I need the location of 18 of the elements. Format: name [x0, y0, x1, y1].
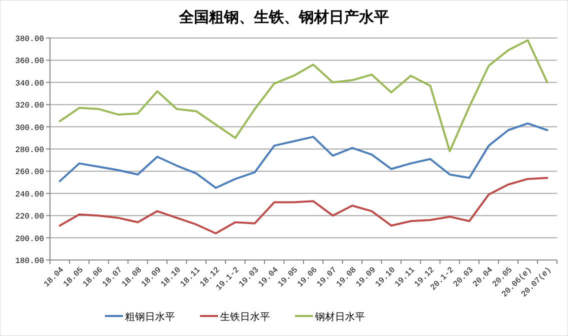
legend-label: 生铁日水平 — [220, 311, 270, 323]
legend-label: 粗钢日水平 — [125, 311, 175, 323]
legend-label: 钢材日水平 — [314, 311, 365, 323]
line-series — [58, 39, 548, 152]
line-series — [58, 176, 548, 234]
line-series — [58, 122, 548, 189]
y-tick-label: 320.00 — [15, 102, 44, 111]
y-tick-label: 260.00 — [15, 168, 44, 178]
y-tick-label: 280.00 — [15, 146, 44, 155]
y-tick-label: 200.00 — [15, 234, 44, 244]
y-tick-label: 220.00 — [15, 212, 44, 222]
y-tick-label: 180.00 — [15, 257, 44, 266]
y-tick-label: 300.00 — [15, 124, 44, 133]
y-tick-label: 380.00 — [15, 35, 44, 44]
chart-title: 全国粗钢、生铁、钢材日产水平 — [178, 9, 389, 26]
y-tick-label: 360.00 — [15, 57, 44, 66]
y-tick-label: 240.00 — [15, 190, 44, 200]
y-tick-label: 340.00 — [15, 79, 44, 88]
